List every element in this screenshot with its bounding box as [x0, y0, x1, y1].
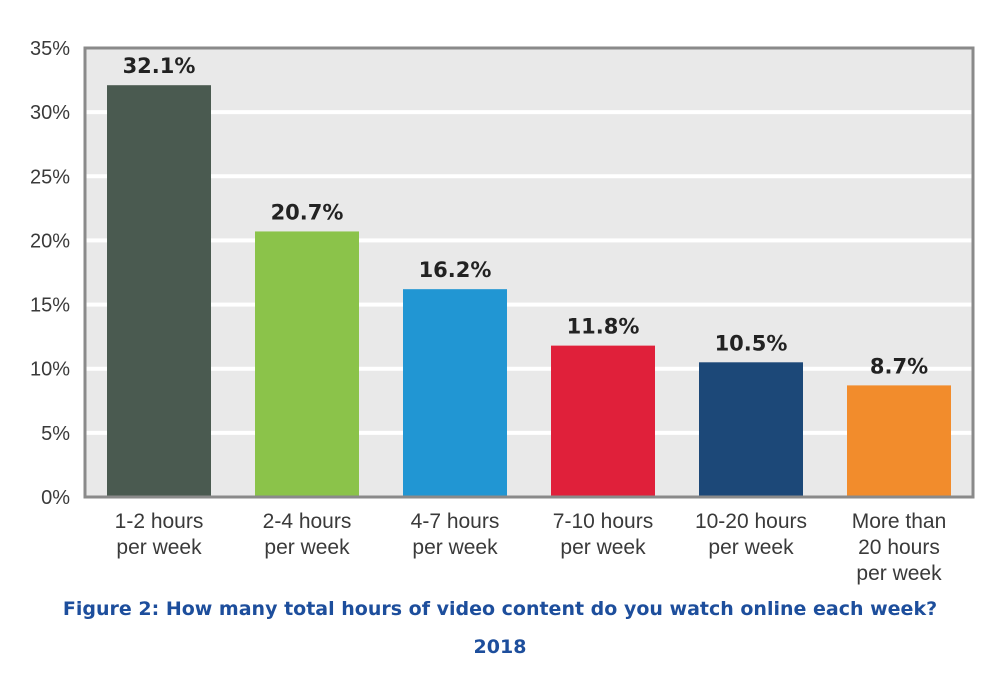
data-labels: 32.1% 20.7% 16.2% 11.8% 10.5% 8.7%: [123, 54, 929, 378]
category-label: 2-4 hours per week: [263, 510, 352, 559]
bar: [255, 231, 359, 497]
category-label: 7-10 hours per week: [553, 510, 653, 559]
bar: [699, 362, 803, 497]
bar-chart: 0% 5% 10% 15% 20% 25% 30% 35% 1-2 hours per week…: [30, 38, 975, 585]
bars: [107, 85, 951, 498]
bar-value-label: 20.7%: [271, 200, 344, 224]
y-tick-label: 30%: [30, 102, 70, 124]
y-tick-label: 10%: [30, 359, 70, 381]
category-label: 10-20 hours per week: [695, 510, 807, 559]
gridlines: [85, 110, 973, 435]
y-tick-label: 5%: [41, 423, 70, 445]
y-tick-label: 15%: [30, 295, 70, 317]
bar: [403, 289, 507, 497]
y-tick-label: 20%: [30, 230, 70, 252]
category-label: 1-2 hours per week: [115, 510, 204, 559]
y-tick-label: 0%: [41, 487, 70, 509]
y-axis-ticks: 0% 5% 10% 15% 20% 25% 30% 35%: [30, 38, 70, 509]
y-tick-label: 25%: [30, 166, 70, 188]
chart-subtitle: 2018: [473, 636, 527, 658]
bar-value-label: 8.7%: [870, 354, 928, 378]
category-label: More than 20 hours per week: [852, 510, 947, 585]
plot-frame: [83, 46, 975, 499]
bar-value-label: 32.1%: [123, 54, 196, 78]
chart-title: Figure 2: How many total hours of video …: [62, 598, 938, 620]
bar: [847, 385, 951, 497]
bar-value-label: 11.8%: [567, 315, 640, 339]
category-label: 4-7 hours per week: [411, 510, 500, 559]
bar-value-label: 16.2%: [419, 258, 492, 282]
bar-value-label: 10.5%: [715, 331, 788, 355]
y-tick-label: 35%: [30, 38, 70, 60]
x-axis-categories: 1-2 hours per week 2-4 hours per week 4-7 ho…: [115, 510, 947, 585]
plot-area: [85, 48, 973, 497]
bar: [107, 85, 211, 498]
bar: [551, 345, 655, 497]
